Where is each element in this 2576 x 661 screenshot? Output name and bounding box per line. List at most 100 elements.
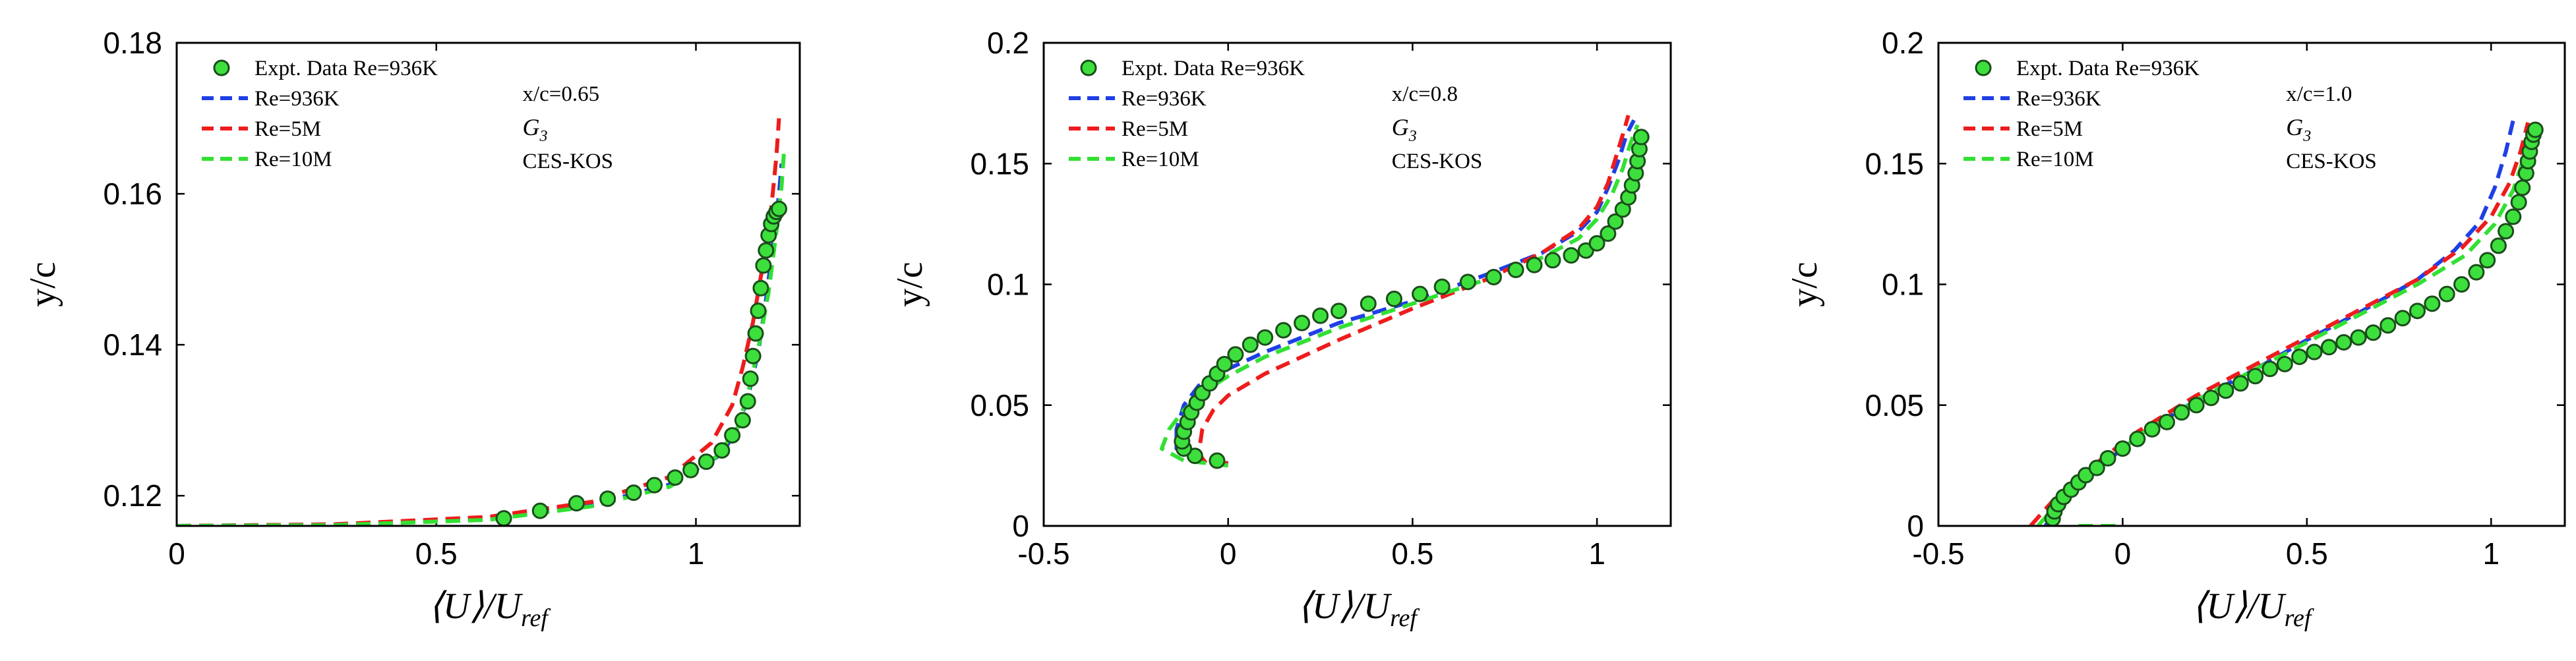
expt-data-point	[2291, 348, 2308, 365]
y-tick-label: 0.15	[970, 146, 1029, 181]
annotation-station: x/c=1.0	[2286, 82, 2352, 106]
expt-data-point	[2099, 449, 2116, 467]
y-tick-label: 0.2	[1882, 26, 1924, 60]
expt-data-point	[1563, 247, 1580, 264]
expt-data-point	[2505, 208, 2522, 225]
expt-data-point	[750, 302, 767, 320]
x-tick-label: 0.5	[2286, 536, 2328, 571]
expt-data-point	[1544, 252, 1561, 269]
legend-label: Re=936K	[1122, 87, 1207, 111]
plot-area	[1160, 115, 1650, 469]
expt-data-point	[771, 200, 787, 217]
expt-data-point	[742, 370, 759, 388]
y-tick-label: 0.1	[1882, 268, 1924, 302]
expt-data-point	[1459, 273, 1476, 291]
expt-data-point	[747, 325, 764, 342]
y-tick-label: 0	[1012, 509, 1029, 543]
expt-data-point	[2409, 302, 2426, 320]
expt-data-point	[2479, 252, 2496, 269]
x-tick-label: -0.5	[1017, 536, 1069, 571]
expt-data-point	[724, 427, 741, 444]
expt-data-point	[1632, 129, 1650, 146]
expt-data-point	[2306, 343, 2323, 360]
legend-label: Re=936K	[255, 87, 340, 111]
x-axis-label: ⟨U⟩/Uref	[2192, 586, 2314, 632]
legend-marker	[1080, 59, 1097, 76]
expt-data-point	[755, 257, 772, 274]
y-axis-label: y/c	[22, 262, 63, 306]
y-tick-label: 0.05	[970, 388, 1029, 422]
expt-data-point	[1607, 213, 1624, 230]
annotation-grid: G3	[1392, 114, 1417, 145]
expt-data-point	[2364, 324, 2381, 341]
expt-data-point	[713, 442, 731, 459]
expt-data-point	[2510, 194, 2527, 211]
legend-label: Expt. Data Re=936K	[255, 57, 438, 80]
y-tick-label: 0.18	[103, 26, 162, 60]
expt-data-point	[1588, 235, 1605, 252]
expt-data-point	[2188, 397, 2205, 414]
expt-data-point	[1209, 452, 1226, 469]
plot-area	[177, 118, 787, 526]
y-axis-label: y/c	[889, 262, 930, 306]
expt-data-point	[2527, 121, 2544, 138]
expt-data-point	[752, 279, 769, 297]
legend-marker	[1975, 59, 1992, 76]
expt-data-point	[2217, 382, 2234, 399]
expt-data-point	[1600, 225, 1617, 243]
expt-data-point	[744, 347, 762, 364]
expt-data-point	[2276, 355, 2293, 372]
expt-data-point	[2438, 285, 2455, 302]
expt-data-point	[1331, 302, 1348, 320]
expt-data-point	[531, 502, 549, 519]
y-tick-label: 0	[1907, 509, 1924, 543]
y-tick-label: 0.15	[1865, 146, 1924, 181]
expt-data-point	[2380, 317, 2397, 334]
axes-frame	[1042, 42, 1672, 527]
expt-data-point	[2514, 179, 2531, 196]
series-line-re-5m	[1197, 115, 1631, 465]
expt-data-point	[1526, 256, 1543, 273]
expt-data-point	[1275, 322, 1292, 339]
series-line-re-10m	[177, 148, 787, 526]
expt-data-point	[734, 412, 751, 429]
x-tick-label: 1	[1588, 536, 1605, 571]
x-tick-label: 0.5	[1391, 536, 1433, 571]
expt-data-point	[758, 242, 775, 259]
annotation-grid: G3	[2286, 114, 2311, 145]
x-tick-label: 1	[688, 536, 705, 571]
y-tick-label: 0.05	[1865, 388, 1924, 422]
expt-data-point	[625, 484, 642, 502]
expt-data-point	[1294, 314, 1311, 331]
expt-data-point	[2232, 375, 2249, 392]
annotation-model: CES-KOS	[1392, 150, 1483, 173]
chart-panel-2: -0.5 0 0.5 100.050.10.150.2⟨U⟩/Urefy/cExpt.…	[889, 26, 1672, 632]
chart-panel-1: 0 0.5 1 0.12 0.14 0.16 0.18 ⟨U⟩/Uref y/c Expt. Da…	[22, 26, 801, 632]
expt-data-point	[2394, 310, 2411, 327]
expt-data-point	[2335, 333, 2352, 351]
expt-data-point	[1412, 285, 1429, 302]
legend-label: Re=10M	[1122, 148, 1199, 171]
expt-data-point	[2114, 440, 2131, 457]
y-tick-label: 0.2	[987, 26, 1029, 60]
x-tick-label: 0.5	[415, 536, 458, 571]
legend-label: Re=10M	[255, 148, 332, 171]
y-tick-label: 0.16	[103, 177, 162, 211]
expt-data-point	[2468, 264, 2485, 281]
x-tick-label: 0	[168, 536, 185, 571]
expt-data-point	[739, 393, 756, 410]
expt-data-point	[2247, 368, 2264, 385]
expt-data-point	[2203, 389, 2220, 407]
expt-data-point	[1360, 295, 1377, 312]
expt-data-point	[2173, 404, 2190, 421]
expt-data-point	[2453, 276, 2471, 293]
plot-area	[2029, 119, 2544, 526]
series-line-re-10m	[1160, 124, 1640, 468]
y-tick-label: 0.12	[103, 478, 162, 513]
legend-label: Re=5M	[2016, 117, 2083, 141]
x-tick-label: 1	[2482, 536, 2500, 571]
expt-data-point	[2129, 430, 2146, 447]
expt-data-point	[1257, 329, 1274, 346]
y-tick-label: 0.1	[987, 268, 1029, 302]
